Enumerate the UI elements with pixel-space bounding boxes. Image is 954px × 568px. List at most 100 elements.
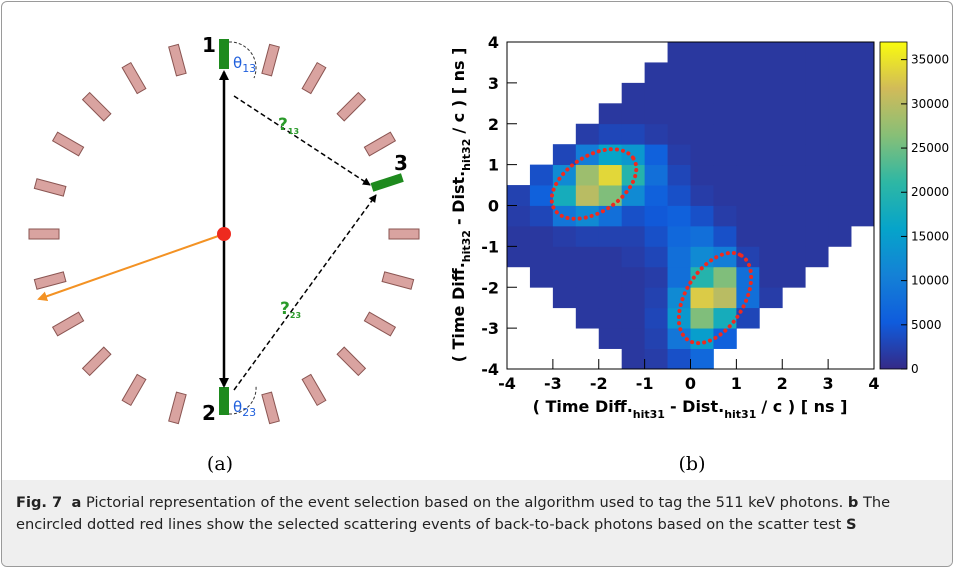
heatmap-cell: [690, 185, 714, 206]
angle-symbol: θ: [233, 54, 242, 72]
detector: [121, 61, 147, 95]
heatmap-cell: [552, 185, 577, 206]
heatmap-cell: [805, 82, 829, 104]
caption-text: Fig. 7 a Pictorial representation of the…: [2, 480, 952, 536]
heatmap-cell: [759, 144, 783, 166]
colorbar-tick-label: 15000: [911, 229, 949, 243]
detector: [381, 271, 415, 290]
angle-subscript: 13: [242, 62, 256, 75]
heatmap-cell: [851, 144, 875, 166]
heatmap-cell: [782, 225, 806, 247]
heatmap-cell: [805, 123, 829, 145]
heatmap-cell: [690, 348, 714, 370]
heatmap-cell: [805, 42, 829, 63]
y-tick-label: 3: [488, 74, 499, 93]
heatmap-cell: [759, 225, 783, 247]
heatmap-cell: [759, 103, 783, 125]
axes: -4 -3 -2 -1 0 1 2 3 4 -4 -3 -2 -1 0 1 2 3 4 0 5000 10000 1500…: [481, 33, 949, 393]
heatmap-cell: [507, 205, 531, 227]
colorbar-tick-label: 0: [911, 362, 919, 376]
heatmap-cell: [552, 246, 577, 268]
x-tick-label: 3: [823, 374, 834, 393]
heatmap-cell: [713, 144, 737, 166]
heatmap-cell: [828, 42, 852, 63]
heatmap-cell: [805, 225, 829, 247]
heatmap-cell: [759, 287, 783, 309]
detector: [261, 391, 280, 425]
colorbar-tick-label: 10000: [911, 274, 949, 288]
heatmap-cell: [736, 225, 760, 247]
label-part: / c ) [ ns ]: [761, 397, 847, 416]
heatmap-cell: [690, 82, 714, 104]
source-point: [217, 227, 231, 241]
heatmap-cell: [621, 123, 646, 145]
angle-label: θ23: [233, 398, 256, 419]
heatmap-cell: [598, 164, 623, 186]
heatmap-cell: [575, 185, 600, 206]
heatmap-cell: [759, 82, 783, 104]
heatmap-cell: [851, 82, 875, 104]
heatmap-cell: [598, 225, 623, 247]
panel-label: (a): [207, 453, 233, 475]
heatmap-cell: [782, 82, 806, 104]
heatmap-cell: [759, 62, 783, 84]
heatmap-cell: [782, 103, 806, 125]
heatmap-cell: [828, 144, 852, 166]
heatmap-cell: [552, 225, 577, 247]
heatmap-cell: [828, 205, 852, 227]
heatmap-cell: [736, 62, 760, 84]
heatmap-cell: [621, 246, 646, 268]
caption: Fig. 7 a Pictorial representation of the…: [2, 480, 952, 566]
detector-1: [219, 39, 229, 69]
heatmap-cell: [736, 205, 760, 227]
label-part: / c ) [ ns ]: [449, 48, 468, 134]
heatmap-cell: [529, 266, 554, 288]
heatmap-cell: [713, 307, 737, 329]
heatmap-cell: [759, 205, 783, 227]
x-tick-label: 0: [685, 374, 696, 393]
heatmap-cell: [828, 103, 852, 125]
detector: [51, 311, 85, 337]
heatmap-cell: [851, 103, 875, 125]
heatmap-cell: [828, 123, 852, 145]
angle-subscript: 23: [242, 406, 256, 419]
heatmap-cell: [690, 164, 714, 186]
heatmap-cell: [759, 164, 783, 186]
heatmap-cell: [782, 123, 806, 145]
heatmap-cell: [690, 62, 714, 84]
angle-label: θ13: [233, 54, 256, 75]
heatmap-cell: [828, 185, 852, 206]
heatmap-cell: [575, 205, 600, 227]
heatmap-cell: [529, 246, 554, 268]
heatmap-cell: [690, 225, 714, 247]
heatmap-cell: [805, 185, 829, 206]
heatmap-cell: [644, 62, 668, 84]
heatmap-cell: [644, 225, 668, 247]
heatmap-cell: [805, 62, 829, 84]
label-sub: hit31: [633, 408, 665, 421]
heatmap-cell: [507, 185, 531, 206]
detector: [33, 178, 67, 197]
heatmap-cell: [736, 164, 760, 186]
heatmap-cell: [851, 205, 875, 227]
colorbar-tick-label: 20000: [911, 185, 949, 199]
heatmap-cell: [598, 328, 623, 349]
heatmap-cell: [736, 123, 760, 145]
label-part: - Dist.: [670, 397, 724, 416]
label-part: - Dist.: [449, 171, 468, 225]
heatmap-cell: [759, 185, 783, 206]
path-symbol: ?: [280, 299, 290, 319]
heatmap-cell: [644, 164, 668, 186]
heatmap-cell: [805, 164, 829, 186]
x-tick-label: 2: [777, 374, 788, 393]
scatter-path-23: [233, 194, 377, 391]
heatmap-cell: [552, 266, 577, 288]
heatmap-cell: [690, 103, 714, 125]
heatmap-cell: [621, 82, 646, 104]
colorbar-tick-label: 5000: [911, 318, 942, 332]
heatmap-cell: [667, 103, 691, 125]
heatmap-cell: [575, 225, 600, 247]
caption-part: The encircled dotted red lines show the …: [16, 494, 891, 533]
heatmap-cell: [851, 185, 875, 206]
